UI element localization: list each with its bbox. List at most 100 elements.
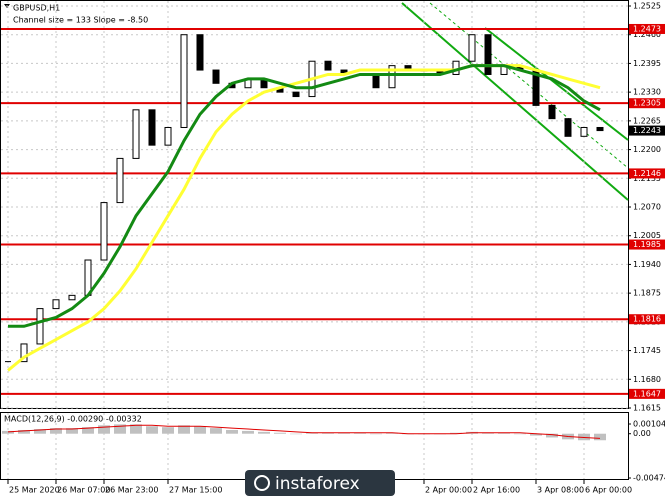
x-tick-label: 2 Apr 16:00: [473, 486, 520, 495]
grid: [1, 1, 628, 479]
x-tick-label: 27 Mar 15:00: [169, 486, 222, 495]
candle: [468, 34, 476, 62]
macd-bar: [162, 427, 174, 434]
y-tick-label: 1.2330: [633, 88, 661, 97]
macd-bar: [194, 426, 206, 434]
y-tick-label: 1.1680: [633, 375, 661, 384]
level-label-box: [629, 388, 665, 399]
x-tick-label: 2 Apr 00:00: [425, 486, 472, 495]
level-label: 1.2473: [633, 24, 661, 33]
macd-y-tick-label: 0.00: [633, 429, 651, 438]
watermark: instaforex: [275, 474, 360, 494]
x-tick-label: 6 Apr 00:00: [585, 486, 632, 495]
level-label-box: [629, 239, 665, 250]
candle: [52, 299, 60, 310]
channel-lower: [401, 2, 629, 201]
macd-bar: [530, 433, 542, 436]
candle: [180, 34, 188, 128]
candle: [212, 69, 220, 84]
macd-bar: [98, 425, 110, 434]
candle: [100, 202, 108, 261]
macd-bar: [34, 429, 46, 434]
chart-title: GBPUSD,H1: [13, 4, 60, 13]
y-tick-label: 1.2200: [633, 145, 661, 154]
x-tick-label: 26 Mar 23:00: [105, 486, 158, 495]
candle: [36, 308, 44, 345]
macd-bar: [130, 424, 142, 434]
macd-title: MACD(12,26,9) -0.00290 -0.00332: [4, 415, 142, 424]
candle: [132, 109, 140, 159]
level-label-box: [629, 168, 665, 179]
chart-subtitle: Channel size = 133 Slope = -8.50: [13, 16, 148, 25]
macd-bar: [546, 433, 558, 438]
y-tick-label: 1.2070: [633, 203, 661, 212]
last-price-box: [629, 125, 665, 136]
level-label-box: [629, 98, 665, 109]
candle: [372, 73, 380, 89]
candle: [148, 109, 156, 146]
regression-channel: [401, 2, 629, 201]
macd-bar: [594, 433, 606, 441]
macd-bar: [2, 430, 14, 434]
macd-bar: [226, 429, 238, 434]
macd-bar: [242, 430, 254, 434]
y-tick-label: 1.2525: [633, 2, 661, 11]
level-label: 1.2305: [633, 99, 661, 108]
macd-bar: [274, 432, 286, 434]
macd-bar: [514, 433, 526, 435]
y-tick-label: 1.2460: [633, 30, 661, 39]
channel-upper: [484, 27, 629, 141]
macd-bar: [114, 424, 126, 434]
level-label: 1.1985: [633, 240, 661, 249]
x-tick-label: 26 Mar 07:00: [57, 486, 110, 495]
macd-y-tick-label: -0.00474: [633, 474, 665, 483]
last-price-label: 1.2243: [633, 126, 661, 135]
macd-bar: [290, 433, 302, 435]
level-label: 1.1647: [633, 389, 661, 398]
level-label: 1.2146: [633, 169, 661, 178]
macd-bar: [82, 427, 94, 434]
y-tick-label: 1.1875: [633, 289, 661, 298]
macd-bar: [50, 428, 62, 434]
level-label-box: [629, 314, 665, 325]
watermark-logo: [254, 475, 270, 491]
y-tick-label: 1.2395: [633, 59, 661, 68]
y-tick-label: 1.1745: [633, 346, 661, 355]
level-label: 1.1816: [633, 315, 661, 324]
candle: [596, 126, 604, 132]
y-tick-label: 1.1615: [633, 404, 661, 413]
x-tick-label: 3 Apr 08:00: [537, 486, 584, 495]
candle: [564, 118, 572, 137]
x-tick-label: 25 Mar 2020: [9, 486, 60, 495]
moving-average: [8, 64, 601, 328]
candle: [452, 60, 460, 75]
candle: [164, 126, 172, 146]
macd-bar: [66, 428, 78, 434]
macd-bar: [370, 433, 382, 435]
macd-y-tick-label: 0.00104: [633, 420, 665, 429]
channel-middle: [429, 2, 629, 169]
price-frame: [0, 0, 629, 409]
candle: [388, 65, 396, 89]
watermark-box: [245, 470, 395, 496]
candle: [324, 60, 332, 71]
candle: [196, 34, 204, 71]
candle: [548, 104, 556, 120]
candle: [484, 34, 492, 75]
y-tick-label: 1.2265: [633, 116, 661, 125]
candle: [20, 343, 28, 363]
candle: [580, 126, 588, 137]
candle: [68, 294, 76, 301]
candle: [116, 157, 124, 204]
macd-bar: [178, 425, 190, 434]
macd-signal: [7, 424, 601, 439]
macd-bar: [18, 429, 30, 434]
macd-bar: [210, 428, 222, 434]
y-tick-label: 1.2005: [633, 231, 661, 240]
macd-bar: [146, 426, 158, 434]
macd-bar: [258, 431, 270, 434]
candle: [292, 91, 300, 98]
level-label-box: [629, 23, 665, 34]
y-tick-label: 1.1940: [633, 260, 661, 269]
